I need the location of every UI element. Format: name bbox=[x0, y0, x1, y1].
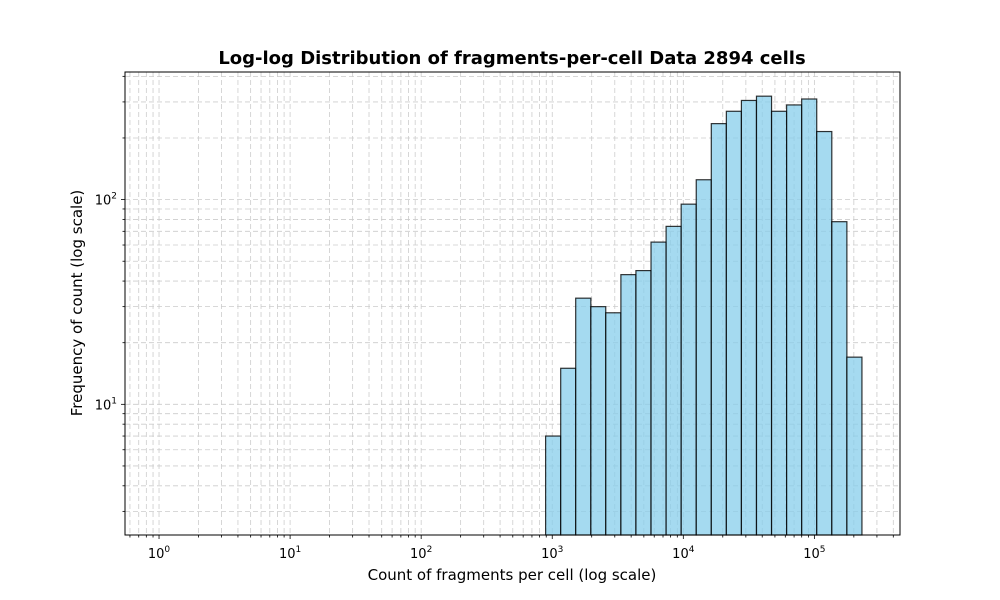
histogram-bar bbox=[831, 221, 848, 536]
histogram-bar bbox=[665, 225, 682, 536]
histogram-bar bbox=[560, 367, 577, 536]
histogram-bar bbox=[680, 203, 697, 536]
histogram-bar bbox=[846, 356, 863, 536]
x-axis-label: Count of fragments per cell (log scale) bbox=[368, 566, 657, 584]
histogram-bar bbox=[605, 312, 622, 536]
histogram-bar bbox=[770, 110, 788, 536]
histogram-bar bbox=[575, 297, 592, 536]
histogram-bar bbox=[801, 98, 818, 536]
histogram-bar bbox=[755, 95, 773, 536]
histogram-bar bbox=[710, 123, 727, 536]
histogram-bar bbox=[740, 99, 758, 536]
histogram-bar bbox=[725, 110, 743, 536]
x-tick-label: 105 bbox=[803, 545, 825, 562]
y-tick-label: 101 bbox=[95, 396, 117, 413]
histogram-bar bbox=[545, 435, 562, 536]
histogram-bar bbox=[620, 274, 637, 536]
histogram-bar bbox=[816, 130, 833, 536]
axis-ticks: 100 101 102 103 104 105 101 102 bbox=[95, 75, 894, 562]
histogram-bar bbox=[786, 104, 803, 536]
histogram-bar bbox=[650, 241, 667, 536]
x-tick-label: 102 bbox=[410, 545, 432, 562]
histogram-bar bbox=[635, 269, 652, 536]
histogram-bar bbox=[590, 306, 607, 536]
chart-title: Log-log Distribution of fragments-per-ce… bbox=[218, 48, 805, 69]
y-axis-label: Frequency of count (log scale) bbox=[68, 190, 86, 417]
x-tick-label: 100 bbox=[148, 545, 171, 562]
y-tick-label: 102 bbox=[95, 192, 117, 209]
histogram-bars bbox=[545, 95, 863, 536]
histogram-bar bbox=[695, 179, 712, 536]
x-tick-label: 103 bbox=[541, 545, 563, 562]
x-tick-label: 101 bbox=[279, 545, 301, 562]
x-tick-label: 104 bbox=[672, 545, 695, 562]
